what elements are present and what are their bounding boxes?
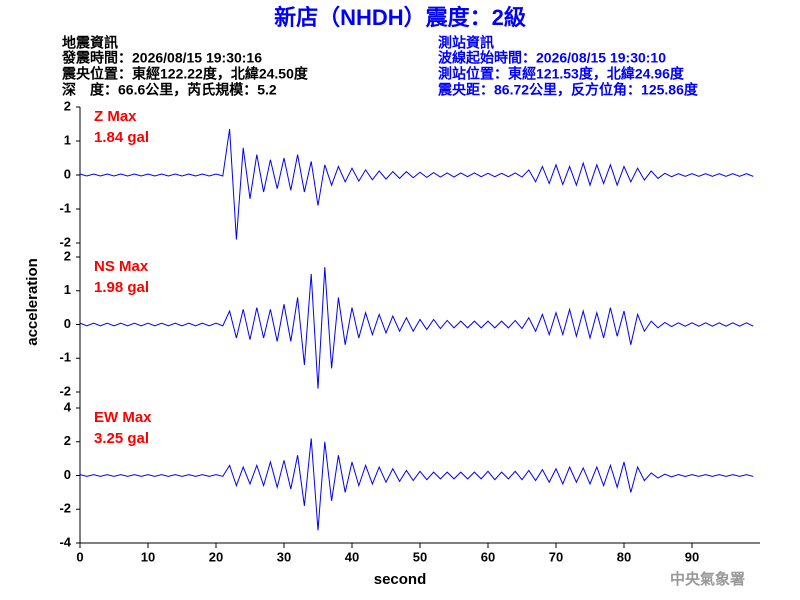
x-axis-title: second bbox=[374, 571, 427, 588]
waveform bbox=[79, 129, 754, 240]
info-line: 發震時間：2026/08/15 19:30:16 bbox=[61, 50, 262, 66]
y-tick-label: 0 bbox=[64, 316, 71, 331]
x-tick-label: 80 bbox=[617, 549, 631, 564]
y-tick-label: 2 bbox=[64, 433, 71, 448]
y-tick-label: 0 bbox=[64, 166, 71, 181]
credit: 中央氣象署 bbox=[670, 570, 745, 588]
panel-label: NS Max bbox=[94, 258, 149, 275]
x-tick-label: 40 bbox=[345, 549, 359, 564]
x-tick-label: 10 bbox=[141, 549, 155, 564]
x-tick-label: 60 bbox=[481, 549, 495, 564]
y-tick-label: -2 bbox=[59, 234, 71, 249]
y-tick-label: -4 bbox=[59, 534, 71, 549]
y-tick-label: -2 bbox=[59, 501, 71, 516]
y-tick-label: 1 bbox=[64, 282, 71, 297]
info-line: 測站資訊 bbox=[438, 35, 494, 51]
y-tick-label: -1 bbox=[59, 350, 71, 365]
panel-label: Z Max bbox=[94, 108, 137, 125]
chart-title: 新店（NHDH）震度：2級 bbox=[274, 5, 526, 30]
y-tick-label: 1 bbox=[64, 132, 71, 147]
x-tick-label: 50 bbox=[413, 549, 427, 564]
x-tick-label: 30 bbox=[277, 549, 291, 564]
waveform bbox=[79, 438, 754, 531]
y-axis-title: acceleration bbox=[24, 258, 41, 346]
panel-label: 3.25 gal bbox=[94, 430, 149, 447]
y-tick-label: 4 bbox=[64, 399, 72, 414]
x-tick-label: 70 bbox=[549, 549, 563, 564]
y-tick-label: 0 bbox=[64, 467, 71, 482]
x-tick-label: 0 bbox=[76, 549, 83, 564]
info-line: 震央位置：東經122.22度，北緯24.50度 bbox=[61, 66, 309, 82]
panel-label: 1.84 gal bbox=[94, 129, 149, 146]
info-line: 震央距：86.72公里，反方位角：125.86度 bbox=[437, 82, 699, 98]
y-tick-label: -2 bbox=[59, 383, 71, 398]
info-line: 地震資訊 bbox=[62, 35, 118, 51]
info-line: 深 度：66.6公里，芮氏規模：5.2 bbox=[62, 82, 277, 98]
y-tick-label: 2 bbox=[64, 98, 71, 113]
info-line: 波線起始時間：2026/08/15 19:30:10 bbox=[438, 50, 666, 66]
info-line: 測站位置：東經121.53度，北緯24.96度 bbox=[438, 66, 685, 82]
y-tick-label: 2 bbox=[64, 248, 71, 263]
panel-label: 1.98 gal bbox=[94, 279, 149, 296]
y-tick-label: -1 bbox=[59, 200, 71, 215]
x-tick-label: 20 bbox=[209, 549, 223, 564]
panel-label: EW Max bbox=[94, 409, 152, 426]
waveform bbox=[79, 267, 754, 389]
x-tick-label: 90 bbox=[685, 549, 699, 564]
